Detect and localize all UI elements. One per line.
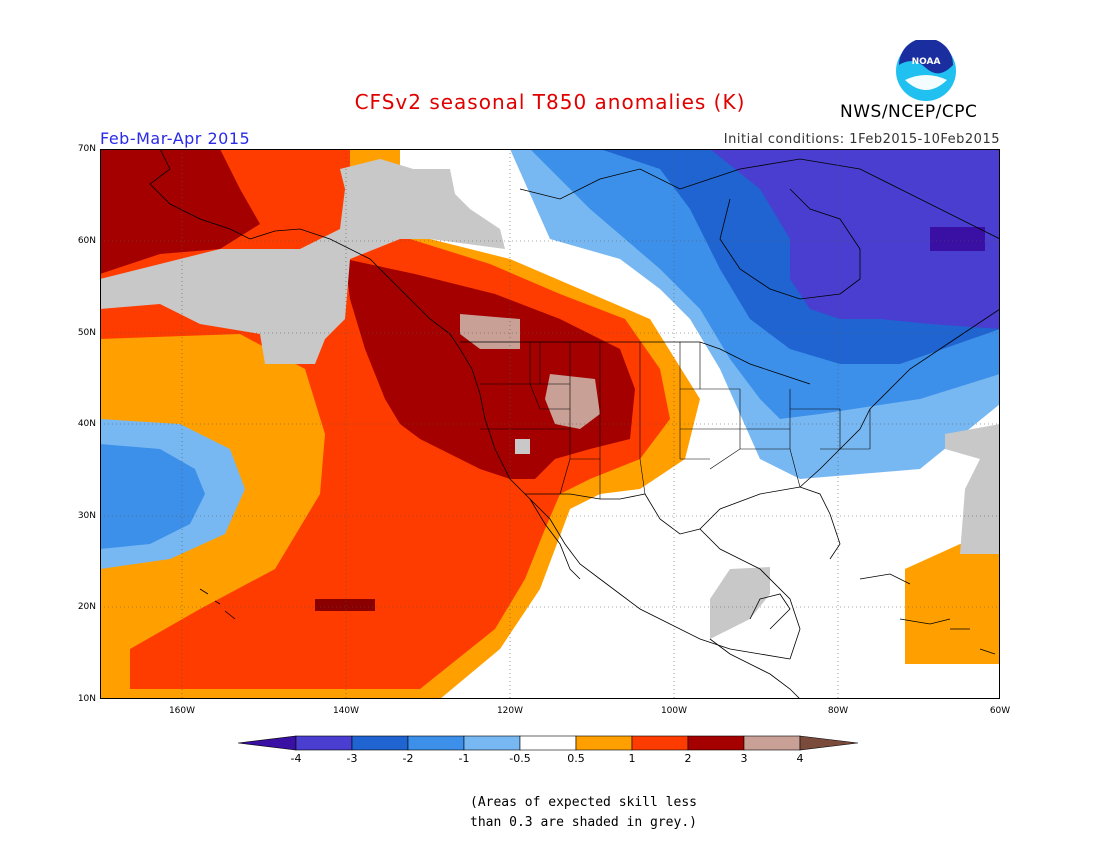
skill-note-line-1: (Areas of expected skill less	[470, 795, 697, 810]
colorbar-label: 2	[684, 752, 692, 765]
anomaly-mid-blue-pacific	[100, 444, 205, 549]
lat-label-50n: 50N	[77, 328, 96, 338]
colorbar-segment-5	[519, 735, 577, 751]
lon-label-120w: 120W	[496, 706, 524, 716]
grey-mask-mexico	[710, 567, 770, 639]
colorbar-segment-above-max	[799, 735, 859, 751]
grey-mask-atlantic	[945, 424, 1000, 554]
lon-label-100w: 100W	[660, 706, 688, 716]
colorbar-label: -2	[402, 752, 414, 765]
border-us-canada	[460, 341, 811, 385]
lat-label-30n: 30N	[77, 511, 96, 521]
grey-mask-canada-north	[355, 169, 460, 239]
initial-conditions: Initial conditions: 1Feb2015-10Feb2015	[723, 132, 1000, 147]
caribbean-islands	[859, 573, 996, 655]
coastline-pacific-nw	[449, 333, 791, 660]
colorbar-segment-7	[631, 735, 689, 751]
lat-label-20n: 20N	[77, 602, 96, 612]
map-title: CFSv2 seasonal T850 anomalies (K)	[354, 90, 746, 114]
skill-note: (Areas of expected skill less than 0.3 a…	[470, 793, 697, 833]
agency-label: NWS/NCEP/CPC	[840, 102, 978, 122]
low-skill-grey-mask	[100, 159, 1000, 639]
coastline-arctic	[519, 158, 1000, 240]
skill-note-line-2: than 0.3 are shaded in grey.)	[470, 815, 697, 830]
colorbar-label: -3	[346, 752, 358, 765]
map-outlines	[149, 149, 1000, 699]
svg-text:NOAA: NOAA	[912, 57, 941, 67]
coastline-east	[799, 308, 1000, 488]
colorbar-segment-4	[463, 735, 521, 751]
colorbar-label: 0.5	[567, 752, 585, 765]
anomaly-orange-east	[905, 544, 1000, 664]
colorbar-segment-8	[687, 735, 745, 751]
colorbar	[238, 735, 859, 751]
anomaly-tan-patch-east	[545, 374, 600, 429]
lon-label-140w: 140W	[332, 706, 360, 716]
colorbar-label: 3	[740, 752, 748, 765]
coastline-central-america	[709, 638, 801, 699]
anomaly-dark-red-northwest	[100, 149, 260, 274]
hawaii-islands	[199, 588, 236, 620]
lat-label-10n: 10N	[77, 694, 96, 704]
anomaly-dark-purple	[930, 227, 985, 251]
colorbar-label: -1	[458, 752, 470, 765]
coastline-yucatan	[749, 593, 791, 630]
colorbar-segment-3	[407, 735, 465, 751]
lat-label-40n: 40N	[77, 419, 96, 429]
colorbar-label: -0.5	[509, 752, 531, 765]
anomaly-shading-cool	[100, 149, 1000, 569]
coastline-hudson	[719, 188, 861, 300]
coastline-alaska	[149, 149, 451, 335]
lat-label-70n: 70N	[77, 144, 96, 154]
state-lines	[480, 342, 871, 499]
anomaly-map	[100, 149, 1000, 699]
anomaly-dark-red-hawaii-patch	[315, 599, 375, 611]
coastline-gulf	[699, 486, 841, 660]
anomaly-tan-patch-west	[460, 314, 520, 349]
forecast-period: Feb-Mar-Apr 2015	[100, 129, 251, 148]
grey-mask-nevada	[515, 439, 530, 454]
coastline-baja	[529, 498, 581, 580]
colorbar-segment-9	[743, 735, 801, 751]
lat-label-60n: 60N	[77, 236, 96, 246]
colorbar-segment-1	[295, 735, 353, 751]
colorbar-segment-below-min	[238, 735, 297, 751]
border-us-mexico	[525, 493, 701, 535]
colorbar-label: -4	[290, 752, 302, 765]
colorbar-label: 1	[628, 752, 636, 765]
anomaly-blue-purple	[710, 149, 1000, 329]
lon-label-60w: 60W	[989, 706, 1011, 716]
lon-label-160w: 160W	[168, 706, 196, 716]
lon-label-80w: 80W	[827, 706, 849, 716]
colorbar-segment-2	[351, 735, 409, 751]
colorbar-label: 4	[796, 752, 804, 765]
colorbar-segment-6	[575, 735, 633, 751]
noaa-logo-icon: NOAA	[896, 40, 956, 101]
